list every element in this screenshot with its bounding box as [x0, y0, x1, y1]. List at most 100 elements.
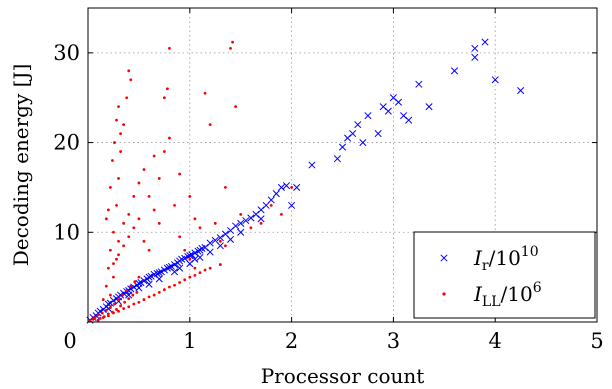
ill-point: [178, 172, 182, 176]
ill-point: [117, 105, 120, 109]
plot-frame: [87, 7, 598, 323]
ill-point: [129, 284, 133, 288]
ir-point: [374, 130, 382, 138]
ill-point: [125, 289, 129, 292]
ill-point: [178, 281, 182, 284]
x-axis-label: Processor count: [261, 364, 425, 388]
ill-point: [188, 257, 192, 261]
ill-point: [231, 40, 234, 44]
ill-point: [115, 257, 118, 261]
ill-point: [119, 150, 122, 153]
ir-point: [135, 284, 143, 292]
ill-point: [188, 195, 192, 198]
ill-point: [137, 300, 141, 304]
ir-point: [191, 255, 199, 263]
ill-point: [208, 123, 212, 127]
ill-point: [147, 195, 151, 198]
ill-point: [112, 230, 115, 234]
ir-point: [267, 196, 275, 204]
ill-point: [224, 244, 227, 248]
x-tick-label: 0: [63, 329, 76, 353]
ill-point: [119, 304, 122, 308]
ill-point: [193, 273, 197, 277]
ill-point: [123, 300, 127, 304]
ir-point: [308, 161, 316, 169]
ir-point: [186, 252, 194, 260]
ill-point: [193, 217, 197, 221]
ill-point: [111, 159, 114, 162]
ir-point: [471, 44, 479, 52]
ir-point: [206, 248, 214, 256]
ill-point: [213, 221, 217, 225]
legend: Ir/1010 ILL/106: [413, 231, 596, 319]
ill-point: [112, 275, 115, 279]
ill-point: [104, 284, 108, 288]
ill-point: [108, 186, 112, 189]
ill-point: [129, 78, 133, 82]
ill-point: [127, 69, 131, 73]
legend-label-ill: ILL/106: [473, 280, 542, 310]
ir-point: [216, 242, 224, 250]
ir-point: [471, 53, 479, 61]
ill-point: [157, 221, 161, 225]
ir-point: [163, 264, 171, 272]
ill-point: [96, 313, 100, 317]
ill-point: [132, 195, 136, 198]
ill-point: [115, 308, 118, 311]
ill-point: [183, 248, 187, 252]
legend-label-ir: Ir/1010: [473, 244, 539, 274]
ir-point: [333, 155, 341, 163]
ir-point: [425, 103, 433, 111]
ill-point: [113, 141, 116, 144]
ill-point: [280, 212, 283, 216]
ill-point: [234, 105, 238, 109]
ill-point: [162, 150, 166, 153]
ill-point: [142, 168, 146, 171]
ir-point: [194, 247, 202, 255]
ir-point: [288, 201, 296, 209]
ill-point: [131, 293, 135, 297]
ir-point: [232, 222, 240, 230]
ir-point: [153, 270, 161, 278]
ill-point: [132, 302, 136, 306]
ill-point: [91, 317, 95, 321]
ir-point: [114, 297, 123, 305]
ill-point: [104, 217, 108, 221]
ill-point: [125, 96, 129, 100]
ill-point: [162, 96, 166, 100]
ill-point: [135, 290, 139, 294]
ir-point: [364, 112, 372, 120]
legend-marker-ir: [440, 254, 448, 262]
ill-point: [168, 285, 171, 289]
ir-point: [170, 268, 179, 276]
ill-point: [113, 302, 116, 306]
ill-point: [269, 203, 273, 207]
ill-point: [290, 186, 293, 189]
ill-point: [137, 275, 141, 279]
ill-point: [106, 208, 110, 212]
y-tick-labels: 10 20 30: [53, 41, 80, 244]
ill-point: [93, 316, 97, 319]
ir-point: [384, 107, 392, 115]
ill-point: [229, 46, 232, 50]
ill-point: [117, 177, 120, 180]
ill-point: [198, 271, 202, 275]
ir-point: [247, 214, 255, 222]
ill-point: [218, 263, 222, 266]
ill-point: [127, 212, 131, 216]
y-tick-label: 20: [53, 131, 80, 155]
ill-point: [117, 239, 120, 243]
ill-point: [117, 298, 120, 301]
ill-point: [108, 248, 112, 252]
legend-marker-ill: [442, 292, 446, 296]
ill-point: [173, 283, 176, 287]
ill-point: [101, 298, 105, 301]
ill-point: [168, 136, 171, 140]
ill-point: [112, 311, 115, 315]
ir-point: [272, 190, 280, 198]
ill-point: [198, 226, 202, 230]
ill-point: [112, 262, 115, 266]
ill-point: [249, 226, 253, 230]
ir-point: [415, 80, 423, 88]
